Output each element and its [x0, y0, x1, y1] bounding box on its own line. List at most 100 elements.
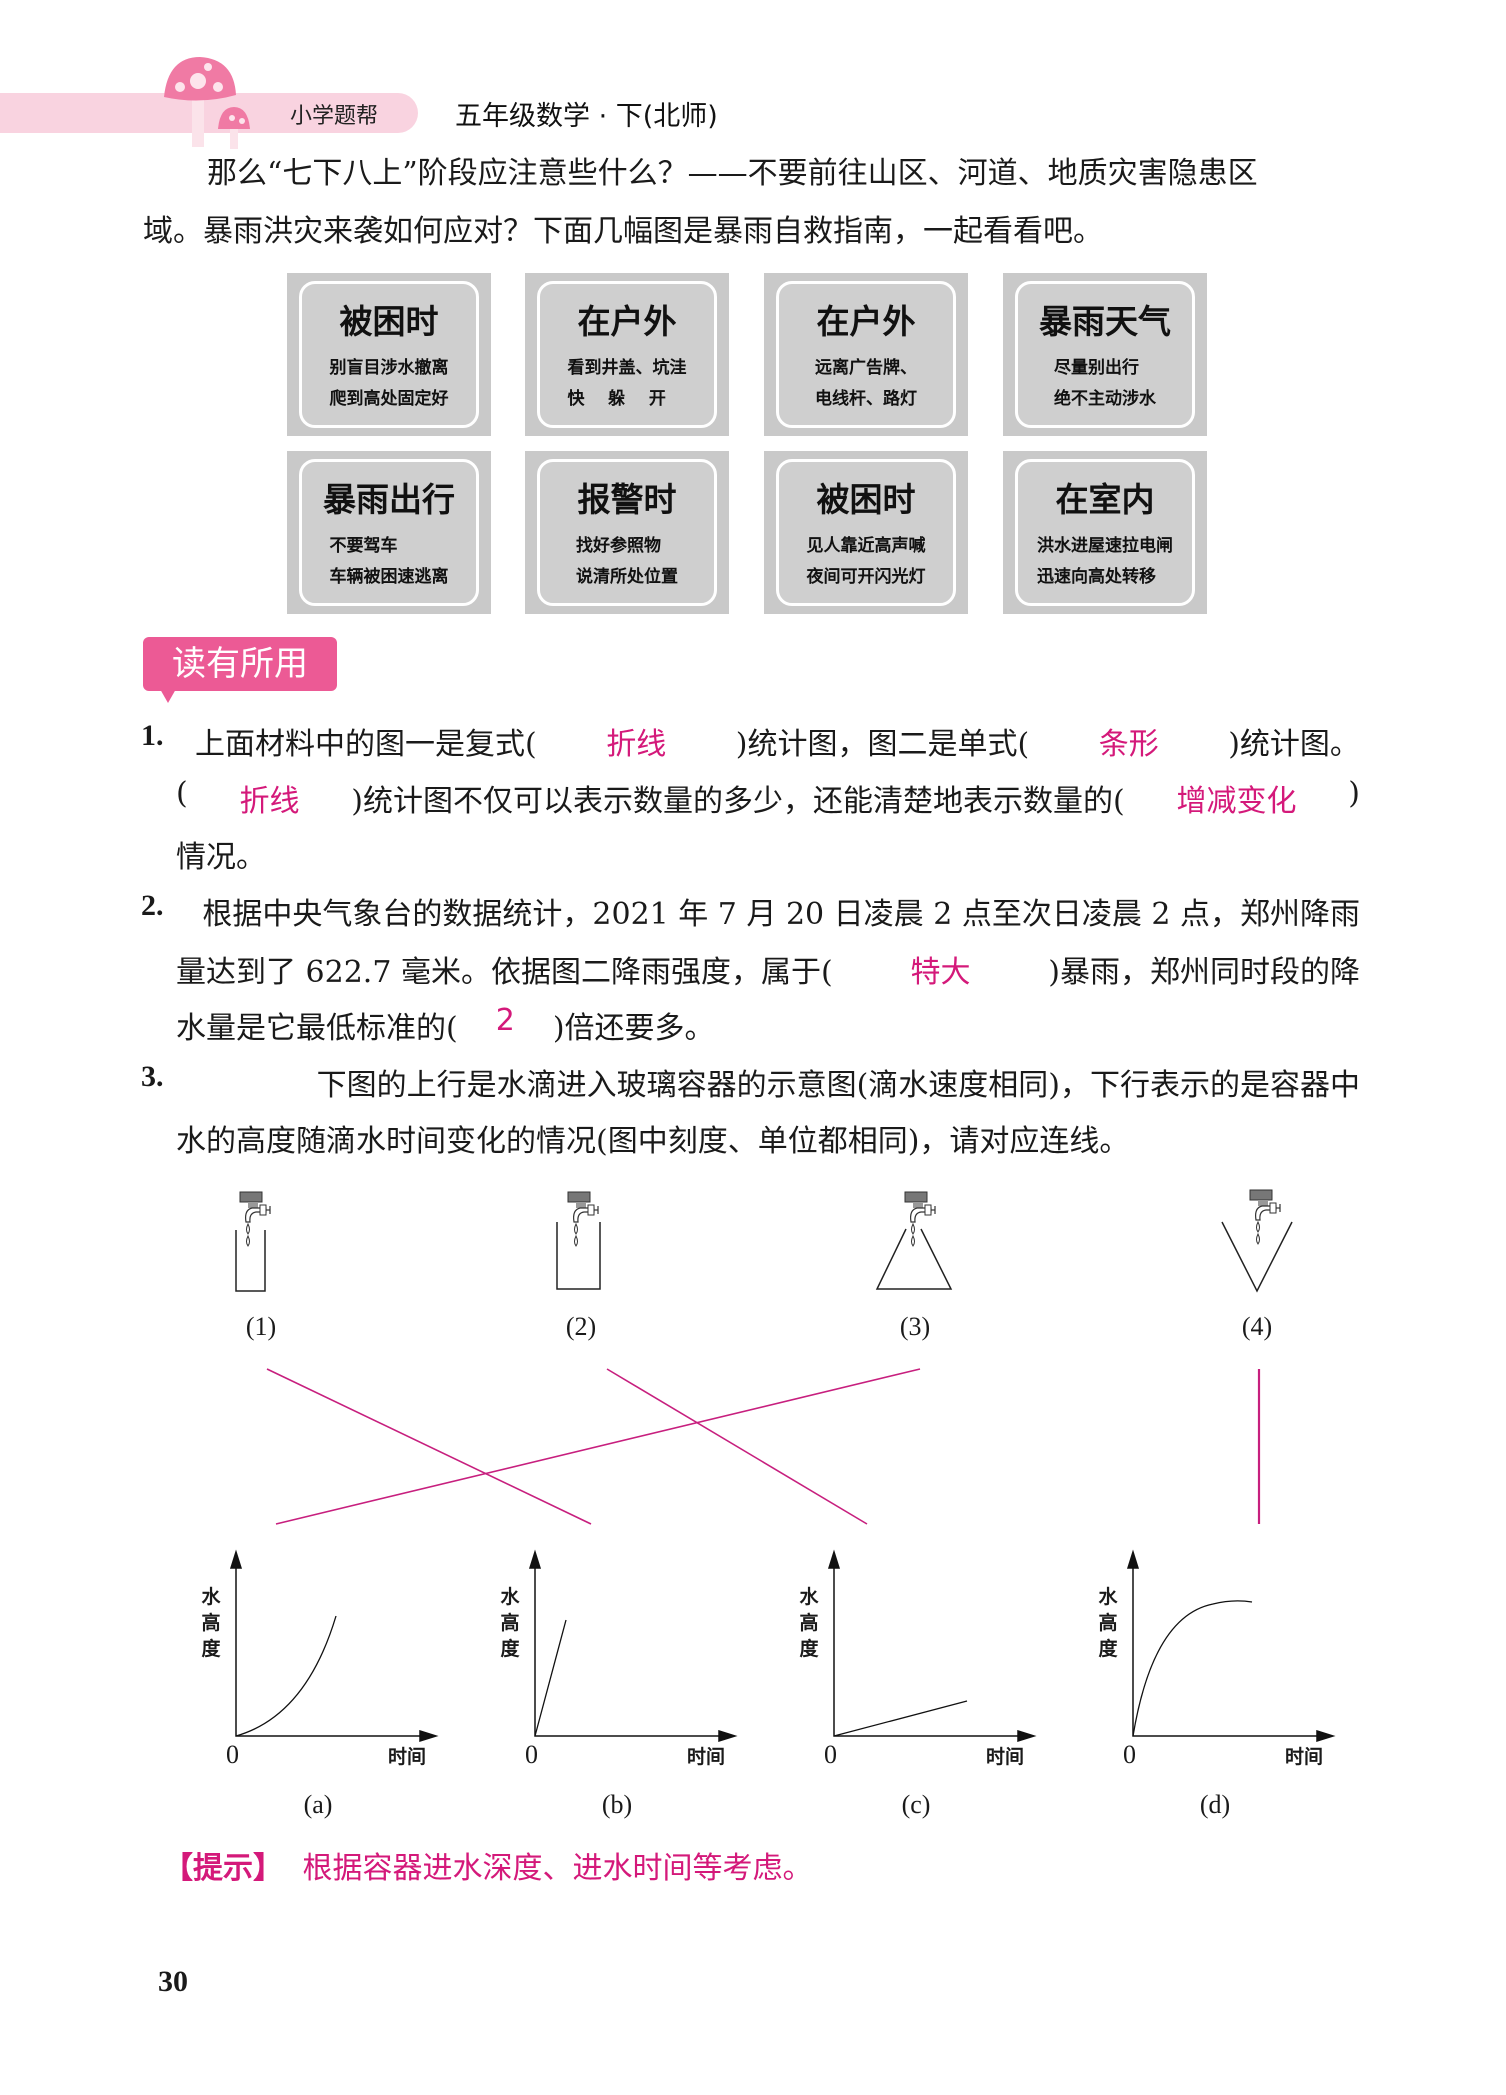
- container-2: [556, 1191, 601, 1290]
- y-axis-label: 水高度: [799, 1586, 819, 1660]
- question-text: 水的高度随滴水时间变化的情况(图中刻度、单位都相同)，请对应连线。: [176, 1124, 1130, 1159]
- question-text: ): [1348, 776, 1360, 811]
- mushroom-logo-icon: [164, 57, 250, 149]
- card-title: 在户外: [577, 301, 677, 341]
- y-arrow-icon: [528, 1549, 542, 1569]
- faucet-icon: [567, 1191, 599, 1247]
- axes: [833, 1556, 1029, 1737]
- card-subtitle: 别盲目涉水撤离 爬到高处固定好: [329, 357, 449, 409]
- answer-text: 折线: [606, 727, 667, 762]
- match-line-2-c: [606, 1368, 868, 1525]
- question-text: )倍还要多。: [552, 1011, 715, 1046]
- card-inner: 在户外看到井盖、坑洼 快 躲 开: [537, 281, 717, 428]
- page-number: 30: [158, 1965, 188, 1998]
- question-text: 量达到了 622.7 毫米。依据图二降雨强度，属于(: [176, 955, 833, 990]
- question-text: (: [176, 776, 188, 811]
- origin-label: 0: [824, 1740, 837, 1769]
- x-arrow-icon: [419, 1729, 439, 1743]
- origin-label: 0: [525, 1740, 538, 1769]
- x-axis-label: 时间: [986, 1746, 1025, 1768]
- card-subtitle: 见人靠近高声喊 夜间可开闪光灯: [806, 535, 926, 587]
- card-subtitle: 看到井盖、坑洼 快 躲 开: [567, 357, 687, 409]
- container-label: (1): [245, 1312, 277, 1341]
- graph-c: [827, 1549, 1037, 1743]
- height-curve: [235, 1615, 337, 1737]
- answer-text: 条形: [1098, 727, 1159, 762]
- card-title: 在室内: [1055, 479, 1155, 519]
- card-inner: 被困时见人靠近高声喊 夜间可开闪光灯: [776, 459, 956, 606]
- question-1-line: (折线)统计图不仅可以表示数量的多少，还能清楚地表示数量的(增减变化): [176, 776, 1360, 820]
- graph-label: (c): [901, 1790, 931, 1819]
- card-title: 报警时: [577, 479, 677, 519]
- x-arrow-icon: [1017, 1729, 1037, 1743]
- question-2-line: 2. 根据中央气象台的数据统计，2021 年 7 月 20 日凌晨 2 点至次日凌…: [141, 889, 1360, 933]
- card-subtitle: 洪水进屋速拉电闸 迅速向高处转移: [1037, 535, 1173, 587]
- match-line-1-b: [266, 1368, 592, 1525]
- height-curve: [534, 1619, 567, 1737]
- card-title: 在户外: [816, 301, 916, 341]
- card-title: 被困时: [339, 301, 439, 341]
- card-subtitle: 不要驾车 车辆被困速逃离: [329, 535, 449, 587]
- container-label: (4): [1241, 1312, 1273, 1341]
- height-curve: [1132, 1600, 1253, 1737]
- guide-card: 在户外看到井盖、坑洼 快 躲 开: [525, 273, 729, 436]
- question-number: 2.: [141, 889, 164, 922]
- intro-line-2: 域。暴雨洪灾来袭如何应对？下面几幅图是暴雨自救指南，一起看看吧。: [143, 214, 1103, 249]
- question-text: )统计图，图二是单式(: [735, 727, 1030, 762]
- y-axis-label: 水高度: [500, 1586, 520, 1660]
- question-2-line: 水量是它最低标准的( 2 )倍还要多。: [176, 1003, 715, 1047]
- section-badge: 读有所用: [143, 637, 337, 691]
- origin-label: 0: [226, 1740, 239, 1769]
- axes: [235, 1556, 431, 1737]
- card-inner: 报警时找好参照物 说清所处位置: [537, 459, 717, 606]
- graph-label: (b): [601, 1790, 633, 1819]
- x-axis-label: 时间: [388, 1746, 427, 1768]
- question-text: 水量是它最低标准的(: [176, 1011, 458, 1046]
- container-4: [1221, 1189, 1293, 1293]
- x-axis-label: 时间: [1285, 1746, 1324, 1768]
- question-3-line: 水的高度随滴水时间变化的情况(图中刻度、单位都相同)，请对应连线。: [176, 1116, 1360, 1160]
- question-text: )暴雨，郑州同时段的降: [1048, 955, 1360, 990]
- faucet-icon: [1249, 1189, 1281, 1245]
- question-1-line: 1. 上面材料中的图一是复式(折线)统计图，图二是单式(条形)统计图。: [141, 719, 1360, 763]
- question-text: 根据中央气象台的数据统计，2021 年 7 月 20 日凌晨 2 点至次日凌晨 …: [202, 897, 1360, 932]
- y-axis-label: 水高度: [1098, 1586, 1118, 1660]
- guide-card: 暴雨出行 不要驾车 车辆被困速逃离: [287, 451, 491, 614]
- card-subtitle: 尽量别出行 绝不主动涉水: [1054, 357, 1156, 409]
- y-axis-label: 水高度: [201, 1586, 221, 1660]
- hint-tag: 【提示】: [163, 1851, 283, 1886]
- container-label: (3): [899, 1312, 931, 1341]
- answer-text: 折线: [239, 784, 300, 819]
- axes: [1132, 1556, 1328, 1737]
- hint-text: 根据容器进水深度、进水时间等考虑。: [302, 1851, 813, 1886]
- card-subtitle: 找好参照物 说清所处位置: [576, 535, 678, 587]
- card-inner: 在户外远离广告牌、 电线杆、路灯: [776, 281, 956, 428]
- guide-card: 报警时找好参照物 说清所处位置: [525, 451, 729, 614]
- x-axis-label: 时间: [687, 1746, 726, 1768]
- guide-card: 被困时别盲目涉水撤离 爬到高处固定好: [287, 273, 491, 436]
- card-subtitle: 远离广告牌、 电线杆、路灯: [815, 357, 917, 409]
- card-inner: 被困时别盲目涉水撤离 爬到高处固定好: [299, 281, 479, 428]
- card-title: 被困时: [816, 479, 916, 519]
- brand-name: 小学题帮: [290, 104, 379, 129]
- card-inner: 在室内洪水进屋速拉电闸 迅速向高处转移: [1015, 459, 1195, 606]
- question-text: 上面材料中的图一是复式(: [195, 727, 537, 762]
- answer-text: 2: [495, 1003, 515, 1038]
- question-text: 下图的上行是水滴进入玻璃容器的示意图(滴水速度相同)，下行表示的是容器中: [316, 1068, 1360, 1103]
- question-1-line: 情况。: [176, 832, 266, 876]
- y-arrow-icon: [1126, 1549, 1140, 1569]
- question-2-line: 量达到了 622.7 毫米。依据图二降雨强度，属于( 特大 )暴雨，郑州同时段的降: [176, 947, 1360, 991]
- question-text: )统计图不仅可以表示数量的多少，还能清楚地表示数量的(: [351, 784, 1125, 819]
- graph-a: [229, 1549, 439, 1743]
- container-1: [235, 1191, 271, 1292]
- card-inner: 暴雨天气 尽量别出行 绝不主动涉水: [1015, 281, 1195, 428]
- answer-text: 特大: [910, 955, 971, 990]
- hint: 【提示】 根据容器进水深度、进水时间等考虑。: [163, 1843, 813, 1887]
- y-arrow-icon: [827, 1549, 841, 1569]
- graph-d: [1126, 1549, 1336, 1743]
- axes: [534, 1556, 730, 1737]
- guide-card: 暴雨天气 尽量别出行 绝不主动涉水: [1003, 273, 1207, 436]
- guide-card: 被困时见人靠近高声喊 夜间可开闪光灯: [764, 451, 968, 614]
- y-arrow-icon: [229, 1549, 243, 1569]
